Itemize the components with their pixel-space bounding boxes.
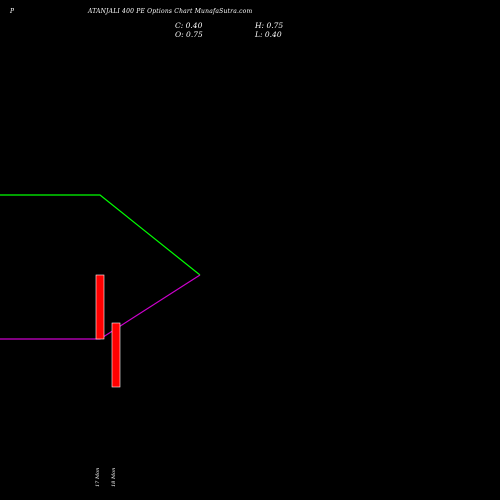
- chart-symbol: P: [10, 8, 15, 15]
- high-trend-line: [0, 194, 201, 276]
- chart-title: ATANJALI 400 PE Options Chart MunafaSutr…: [88, 8, 253, 15]
- low-value: L: 0.40: [255, 30, 282, 39]
- candle-1: [95, 274, 105, 340]
- high-value: H: 0.75: [255, 21, 284, 30]
- open-value: O: 0.75: [175, 30, 203, 39]
- x-tick-label: 17 Mon: [95, 468, 101, 487]
- chart-header: P ATANJALI 400 PE Options Chart MunafaSu…: [0, 0, 500, 45]
- x-tick-label: 18 Mon: [111, 468, 117, 487]
- candle-2: [111, 322, 121, 388]
- close-value: C: 0.40: [175, 21, 203, 30]
